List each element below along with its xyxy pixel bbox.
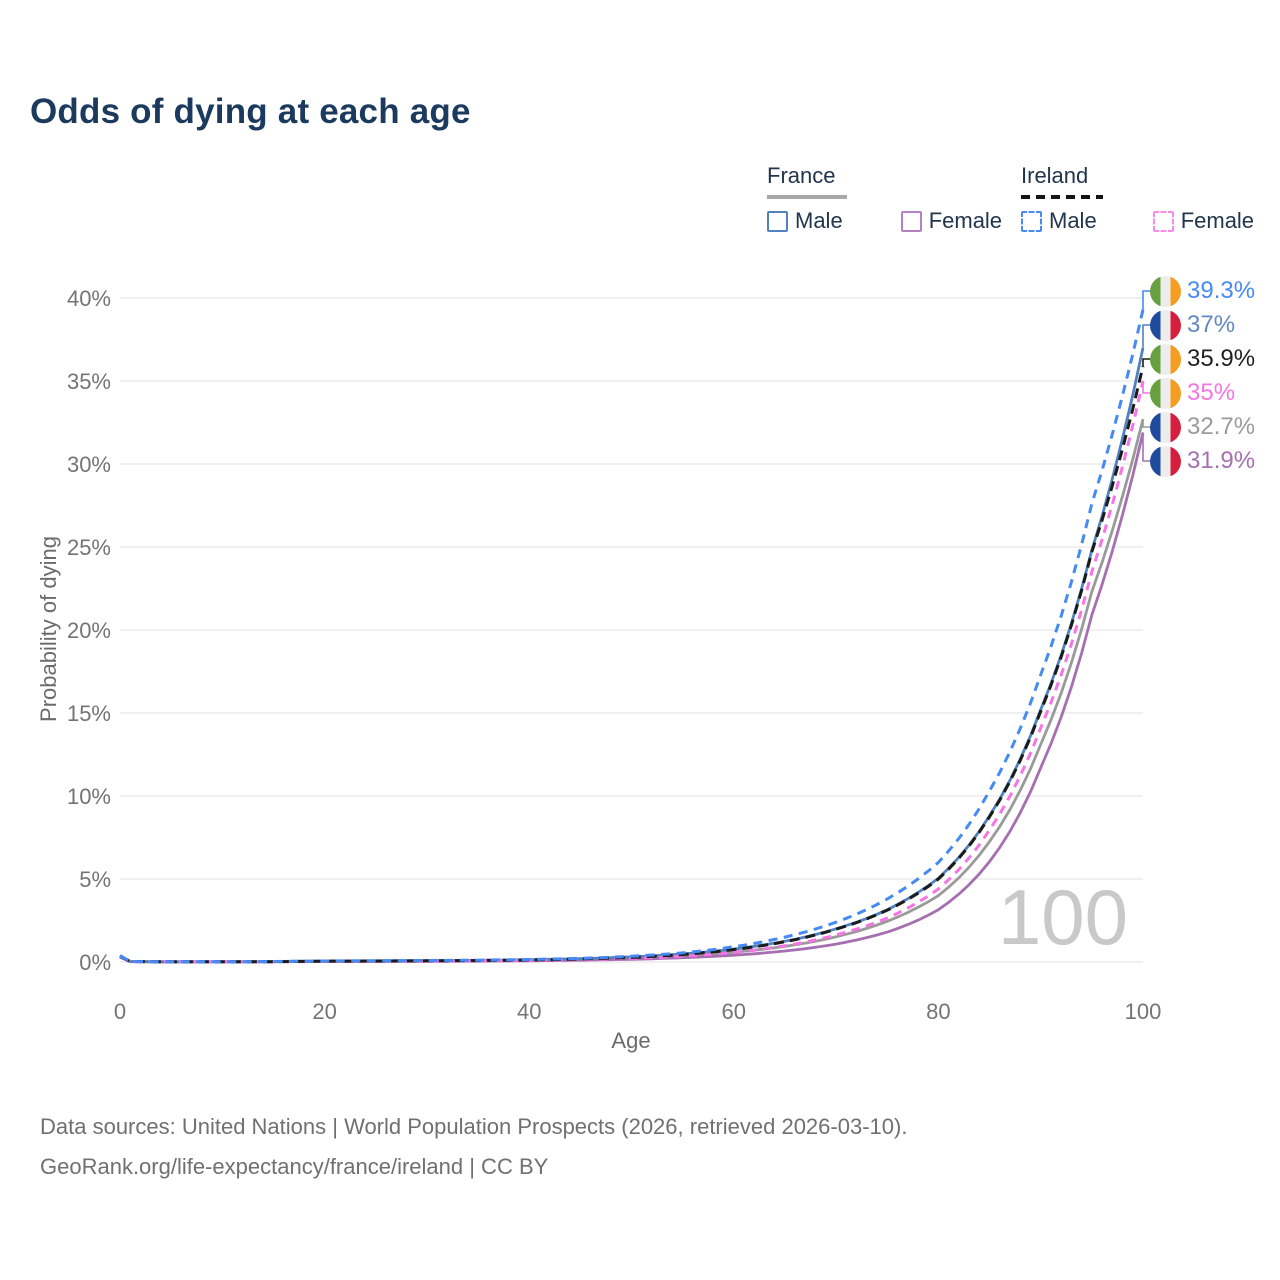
france-flag-icon [1150,309,1181,341]
end-label-connector [1142,358,1151,367]
legend-france-title: France [767,163,836,188]
series-line-france-male [119,347,1145,964]
series-line-ireland-male [119,309,1145,964]
x-tick-label: 40 [517,999,541,1024]
x-tick-label: 0 [114,999,126,1024]
x-tick-label: 80 [926,999,950,1024]
france-flag-icon [1150,411,1181,443]
ireland-flag-icon [1150,377,1181,409]
legend-france-line-sample [767,195,847,200]
end-value: 31.9% [1187,447,1256,474]
end-label-row: 35% [1150,377,1235,409]
y-tick-label: 10% [67,784,111,809]
y-tick-label: 0% [79,950,111,975]
page-title: Odds of dying at each age [30,92,471,131]
ireland-flag-icon [1150,343,1181,375]
end-value: 35% [1187,379,1236,406]
ireland-flag-icon [1150,275,1181,307]
y-tick-label: 25% [67,535,111,560]
legend-ireland-female[interactable]: Female [1152,208,1254,234]
y-tick-label: 40% [67,286,111,311]
x-tick-label: 60 [722,999,746,1024]
y-tick-label: 20% [67,618,111,643]
legend-group-ireland: Ireland Male Female [1021,163,1254,234]
x-tick-label: 20 [312,999,336,1024]
end-label-connector [1142,419,1151,428]
end-value: 32.7% [1187,413,1256,440]
legend-france-male[interactable]: Male [767,208,843,234]
end-value: 35.9% [1187,345,1256,372]
legend-ireland-title: Ireland [1021,163,1089,188]
series-line-ireland [119,365,1145,964]
end-label-connector [1142,324,1151,348]
x-tick-label: 100 [1125,999,1162,1024]
legend-group-france: France Male Female [767,163,1002,234]
y-axis-title: Probability of dying [36,536,61,722]
ireland-female-swatch-icon [1152,210,1174,232]
series-line-ireland-female [119,380,1145,964]
series-line-france-female [119,432,1145,964]
ireland-male-swatch-icon [1021,210,1042,232]
end-label-row: 35.9% [1150,343,1255,375]
y-tick-label: 5% [79,867,111,892]
legend-ireland-male[interactable]: Male [1021,208,1097,234]
x-axis-title: Age [611,1028,651,1053]
end-label-connector [1142,381,1151,394]
end-value: 37% [1187,311,1236,338]
end-label-connector [1142,290,1151,310]
france-male-swatch-icon [767,210,788,232]
age-watermark: 100 [998,873,1128,961]
end-label-row: 37% [1150,309,1235,341]
y-tick-label: 35% [67,369,111,394]
data-sources-line: Data sources: United Nations | World Pop… [40,1114,908,1139]
end-label-row: 39.3% [1150,275,1255,307]
data-sources-note: Data sources: United Nations | World Pop… [40,1107,907,1187]
legend-france-female[interactable]: Female [900,208,1002,234]
legend-ireland-line-sample [1021,195,1103,200]
france-female-swatch-icon [900,210,922,232]
end-label-row: 32.7% [1150,411,1255,443]
y-tick-label: 30% [67,452,111,477]
end-label-connector [1142,432,1151,462]
end-label-row: 31.9% [1150,445,1255,477]
end-value: 39.3% [1187,277,1256,304]
france-flag-icon [1150,445,1181,477]
attribution-link[interactable]: GeoRank.org/life-expectancy/france/irela… [40,1154,549,1180]
series-line-france [119,418,1145,964]
y-tick-label: 15% [67,701,111,726]
